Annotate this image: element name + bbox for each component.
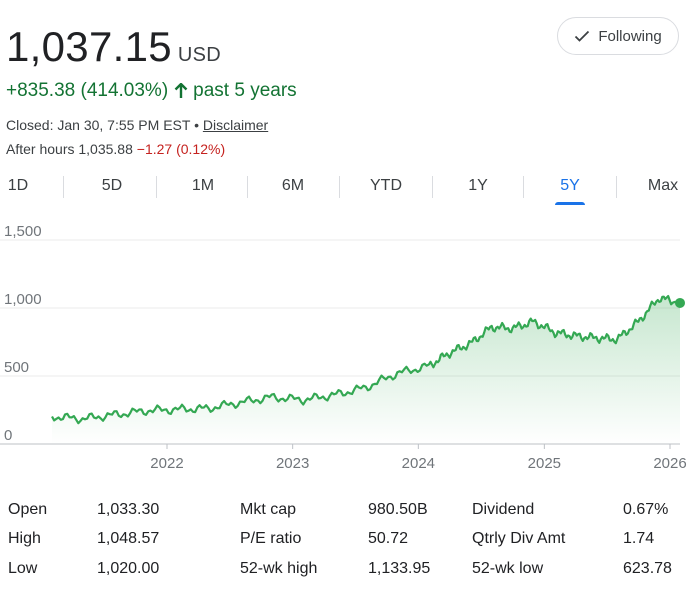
stat-value: 980.50B	[368, 501, 428, 518]
tab-divider	[523, 176, 524, 198]
tab-ytd[interactable]: YTD	[370, 177, 402, 194]
price-value: 1,037.15	[6, 23, 172, 70]
stat-value: 1.74	[623, 530, 655, 547]
stat-label: Low	[8, 560, 38, 577]
y-tick-label: 500	[4, 359, 29, 376]
stat-value: 1,020.00	[97, 560, 160, 577]
tab-1m[interactable]: 1M	[191, 177, 215, 194]
disclaimer-link[interactable]: Disclaimer	[202, 117, 269, 133]
range-tabs: 1D 5D 1M 6M YTD 1Y 5Y Max	[0, 170, 692, 204]
after-hours: After hours 1,035.88 −1.27 (0.12%)	[6, 141, 225, 157]
x-tick-label: 2022	[150, 455, 183, 472]
price-change: +835.38 (414.03%) past 5 years	[6, 80, 297, 102]
y-tick-label: 1,000	[4, 291, 42, 308]
x-tick-label: 2026	[653, 455, 686, 472]
chart-price-line	[51, 295, 681, 425]
change-period: past 5 years	[193, 80, 297, 101]
stat-label: Qtrly Div Amt	[472, 530, 566, 547]
change-value: +835.38 (414.03%)	[6, 80, 169, 101]
x-tick-label: 2023	[276, 455, 309, 472]
y-tick-label: 0	[4, 427, 12, 444]
stat-value: 1,133.95	[368, 560, 431, 577]
bullet-separator: •	[190, 117, 203, 133]
tab-divider	[156, 176, 157, 198]
x-tick-label: 2024	[402, 455, 435, 472]
stat-value: 1,048.57	[97, 530, 160, 547]
tab-6m[interactable]: 6M	[281, 177, 305, 194]
closed-time: Closed: Jan 30, 7:55 PM EST	[6, 117, 191, 133]
tab-1d[interactable]: 1D	[7, 177, 29, 194]
y-tick-label: 1,500	[4, 223, 42, 240]
tab-divider	[63, 176, 64, 198]
after-hours-change: −1.27 (0.12%)	[136, 141, 226, 157]
chart-area-fill	[52, 296, 680, 444]
currency-label: USD	[177, 44, 222, 66]
stat-value: 50.72	[368, 530, 409, 547]
tab-5d[interactable]: 5D	[101, 177, 123, 194]
after-hours-price: After hours 1,035.88	[6, 141, 133, 157]
market-status: Closed: Jan 30, 7:55 PM EST • Disclaimer	[6, 117, 268, 133]
current-price: 1,037.15 USD	[6, 22, 221, 80]
arrow-up-icon	[174, 83, 188, 98]
stat-label: Dividend	[472, 501, 535, 518]
stat-label: P/E ratio	[240, 530, 302, 547]
tab-divider	[432, 176, 433, 198]
stat-value: 623.78	[623, 560, 672, 577]
current-price-dot	[675, 297, 685, 308]
tab-max[interactable]: Max	[647, 177, 679, 194]
following-button[interactable]: Following	[557, 17, 679, 55]
following-label: Following	[598, 27, 662, 45]
stat-label: High	[8, 530, 41, 547]
stat-value: 0.67%	[623, 501, 669, 518]
stat-label: 52-wk high	[240, 560, 318, 577]
tab-1y[interactable]: 1Y	[468, 177, 488, 194]
stat-value: 1,033.30	[97, 501, 160, 518]
tab-divider	[247, 176, 248, 198]
x-tick-label: 2025	[528, 455, 561, 472]
stat-label: Open	[8, 501, 48, 518]
tab-5y[interactable]: 5Y	[550, 170, 590, 204]
checkmark-icon	[575, 30, 590, 42]
tab-divider	[339, 176, 340, 198]
price-chart: 1,500 1,000 500 0 2022 2023 2024 2025 2026	[0, 223, 687, 472]
tab-divider	[616, 176, 617, 198]
stat-label: 52-wk low	[472, 560, 544, 577]
stat-label: Mkt cap	[240, 501, 297, 518]
